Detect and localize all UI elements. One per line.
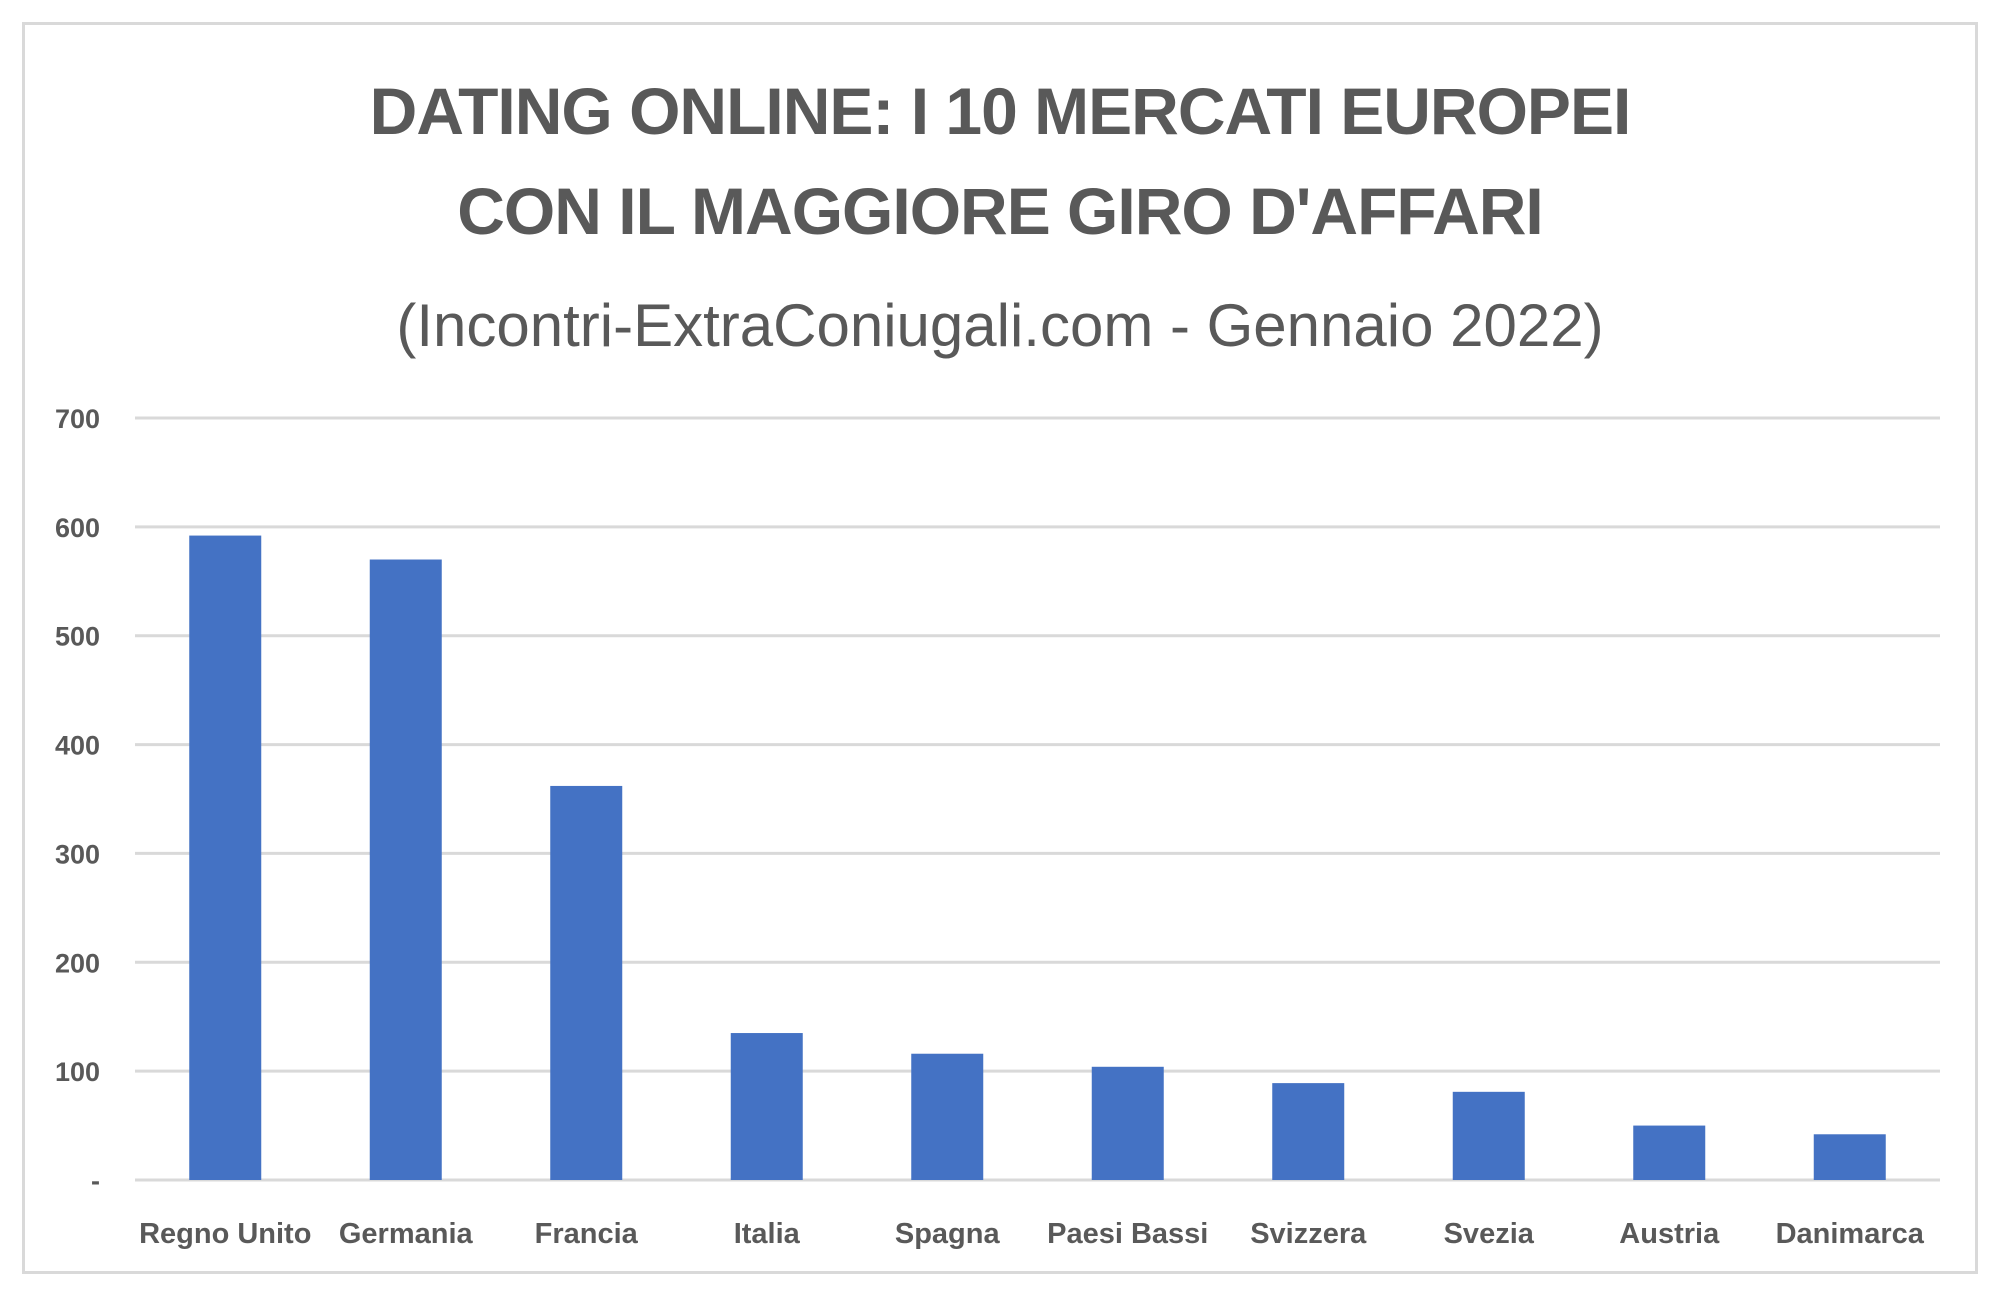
y-tick-label: 100 <box>55 1057 100 1087</box>
x-tick-label: Francia <box>535 1218 639 1250</box>
bar <box>189 535 262 1180</box>
x-tick-label: Italia <box>734 1218 801 1250</box>
bar <box>1091 1066 1164 1180</box>
y-tick-label: 200 <box>55 948 100 978</box>
y-tick-label: 500 <box>55 622 100 652</box>
x-tick-label: Regno Unito <box>139 1218 311 1250</box>
y-tick-label: - <box>91 1166 100 1196</box>
chart-subtitle: (Incontri-ExtraConiugali.com - Gennaio 2… <box>396 292 1604 359</box>
x-tick-label: Germania <box>339 1218 474 1250</box>
bar <box>1272 1083 1345 1180</box>
bar <box>369 559 442 1180</box>
x-tick-label: Spagna <box>895 1218 1001 1250</box>
bar <box>730 1033 803 1180</box>
bar <box>550 785 623 1180</box>
bar <box>911 1053 984 1180</box>
bar <box>1813 1134 1886 1180</box>
chart-title-line-2: CON IL MAGGIORE GIRO D'AFFARI <box>457 174 1544 248</box>
bar <box>1452 1091 1525 1180</box>
x-tick-label: Austria <box>1619 1218 1720 1250</box>
y-tick-label: 300 <box>55 839 100 869</box>
y-tick-label: 700 <box>55 404 100 434</box>
x-tick-label: Svizzera <box>1250 1218 1367 1250</box>
y-tick-label: 600 <box>55 513 100 543</box>
y-tick-label: 400 <box>55 731 100 761</box>
chart-frame <box>22 22 1978 1274</box>
bar <box>1633 1125 1706 1180</box>
x-tick-label: Danimarca <box>1776 1218 1925 1250</box>
x-tick-label: Paesi Bassi <box>1047 1218 1208 1250</box>
chart-title-line-1: DATING ONLINE: I 10 MERCATI EUROPEI <box>369 74 1632 148</box>
x-tick-label: Svezia <box>1444 1218 1535 1250</box>
